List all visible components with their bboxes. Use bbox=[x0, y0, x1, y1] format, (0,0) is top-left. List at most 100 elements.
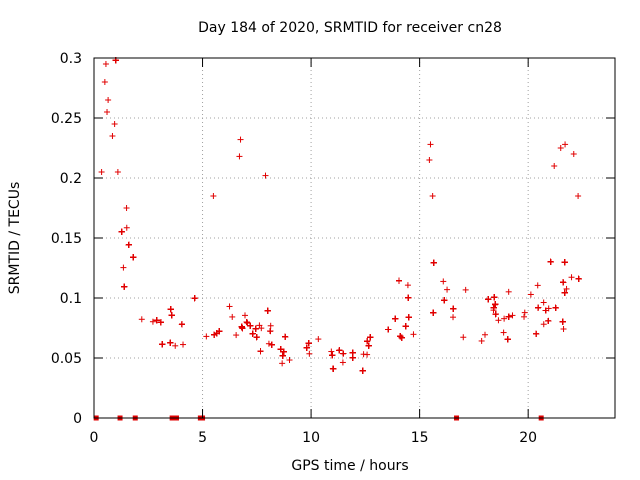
data-point bbox=[398, 334, 405, 341]
data-point bbox=[121, 283, 128, 290]
data-point bbox=[427, 141, 434, 148]
data-point bbox=[243, 319, 250, 326]
data-point bbox=[265, 340, 272, 347]
data-point bbox=[410, 331, 417, 338]
data-point bbox=[521, 313, 528, 320]
data-point bbox=[102, 61, 109, 67]
x-tick-label: 10 bbox=[302, 430, 320, 446]
y-tick-label: 0.05 bbox=[51, 351, 82, 367]
y-tick-label: 0.15 bbox=[51, 231, 82, 247]
data-point bbox=[405, 314, 412, 321]
data-point bbox=[505, 288, 512, 295]
data-point bbox=[402, 323, 409, 330]
data-point bbox=[123, 205, 130, 211]
data-point bbox=[478, 337, 485, 344]
data-point bbox=[481, 331, 488, 338]
data-point bbox=[258, 325, 265, 332]
data-point bbox=[249, 330, 256, 337]
data-point bbox=[239, 325, 246, 332]
data-point bbox=[105, 97, 112, 103]
data-point bbox=[485, 296, 492, 303]
grid-layer bbox=[94, 58, 615, 418]
data-point bbox=[430, 309, 437, 316]
data-point bbox=[540, 299, 547, 306]
y-tick-label: 0.1 bbox=[60, 291, 82, 307]
data-point bbox=[242, 312, 249, 319]
data-point bbox=[504, 336, 511, 343]
data-point bbox=[575, 193, 582, 199]
data-point bbox=[396, 277, 403, 284]
data-point bbox=[561, 259, 568, 266]
data-point bbox=[441, 297, 448, 304]
data-point bbox=[120, 264, 127, 271]
data-point bbox=[560, 325, 567, 332]
data-point bbox=[552, 304, 559, 311]
x-axis-label: GPS time / hours bbox=[291, 458, 408, 474]
x-tick-label: 0 bbox=[90, 430, 99, 446]
data-point bbox=[286, 357, 293, 364]
x-tick-label: 20 bbox=[519, 430, 537, 446]
data-point bbox=[490, 304, 497, 311]
data-point bbox=[542, 307, 549, 314]
data-point bbox=[336, 347, 343, 354]
data-point bbox=[114, 169, 121, 175]
data-point bbox=[450, 314, 457, 321]
data-point bbox=[211, 331, 218, 338]
data-point bbox=[149, 318, 156, 325]
data-point bbox=[385, 326, 392, 333]
data-point bbox=[392, 315, 399, 322]
data-point bbox=[130, 254, 137, 261]
data-point bbox=[570, 151, 577, 157]
data-point bbox=[267, 322, 274, 329]
data-point bbox=[229, 313, 236, 320]
data-point bbox=[104, 109, 111, 115]
y-tick-label: 0.3 bbox=[60, 51, 82, 67]
data-point bbox=[440, 278, 447, 285]
data-point bbox=[527, 291, 534, 298]
data-point bbox=[101, 79, 108, 85]
data-point bbox=[233, 332, 240, 339]
data-point bbox=[501, 315, 508, 322]
data-point bbox=[568, 274, 575, 281]
data-point bbox=[492, 311, 499, 318]
data-point bbox=[191, 295, 198, 302]
data-point bbox=[268, 341, 275, 348]
data-point bbox=[153, 317, 160, 324]
data-point bbox=[533, 330, 540, 337]
data-point bbox=[359, 367, 366, 374]
data-point bbox=[557, 145, 564, 151]
data-point bbox=[534, 282, 541, 289]
data-point bbox=[429, 193, 436, 199]
data-point bbox=[444, 286, 451, 293]
data-point bbox=[253, 334, 260, 341]
data-point bbox=[167, 306, 174, 313]
data-point bbox=[364, 351, 371, 358]
axis-ticks: 0 0.05 0.1 0.15 0.2 0.25 0.3 0 5 10 15 20 bbox=[51, 51, 615, 446]
data-point bbox=[213, 330, 220, 337]
data-point bbox=[178, 321, 185, 328]
x-tick-label: 15 bbox=[411, 430, 429, 446]
data-point bbox=[561, 289, 568, 296]
data-point bbox=[535, 304, 542, 311]
data-point bbox=[367, 334, 374, 341]
data-point bbox=[521, 309, 528, 316]
data-point bbox=[563, 285, 570, 292]
y-axis-label: SRMTID / TECUs bbox=[7, 182, 23, 295]
data-point bbox=[305, 340, 312, 347]
data-point bbox=[505, 313, 512, 320]
data-point bbox=[575, 275, 582, 282]
data-point bbox=[157, 319, 164, 326]
data-point bbox=[203, 333, 210, 340]
chart-title: Day 184 of 2020, SRMTID for receiver cn2… bbox=[198, 20, 502, 36]
data-point bbox=[495, 317, 502, 324]
data-point bbox=[562, 141, 569, 148]
data-point bbox=[282, 333, 289, 340]
data-point bbox=[262, 172, 269, 179]
data-point bbox=[460, 334, 467, 341]
data-point bbox=[279, 352, 286, 359]
data-point bbox=[236, 153, 243, 160]
data-point bbox=[172, 342, 179, 349]
data-point bbox=[123, 224, 130, 231]
data-point bbox=[168, 312, 175, 319]
